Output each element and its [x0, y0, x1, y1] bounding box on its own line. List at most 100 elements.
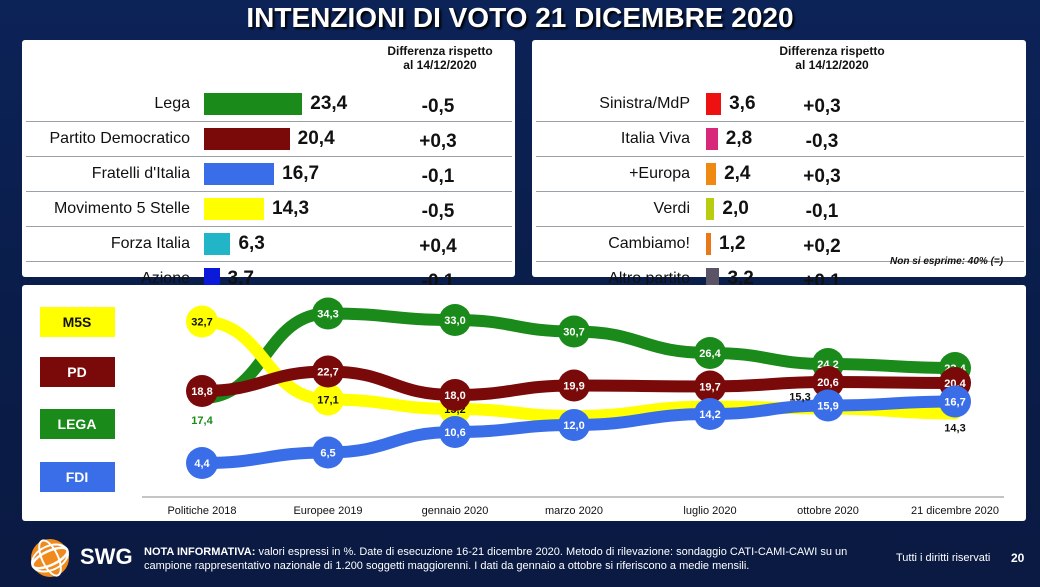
diff-header-line1: Differenza rispetto: [387, 44, 493, 58]
trend-chart: Politiche 2018 Europee 2019 gennaio 2020 ma…: [40, 297, 1004, 517]
row-separator: [536, 191, 1024, 192]
non-si-esprime-note: Non si esprime: 40% (=): [890, 256, 1004, 267]
party-name: Azione: [141, 270, 190, 287]
party-bar: [706, 128, 718, 150]
legend-lega: LEGA: [40, 409, 115, 439]
party-diff: +0,3: [419, 131, 457, 152]
row-separator: [536, 156, 1024, 157]
data-label: 18,8: [191, 386, 212, 398]
party-bar: [706, 93, 722, 115]
data-label: 14,2: [699, 409, 720, 421]
row-separator: [536, 261, 1024, 262]
party-name: Lega: [154, 95, 190, 112]
diff-header-line2: al 14/12/2020: [403, 58, 477, 72]
data-point-pd: [558, 369, 590, 402]
party-name: Cambiamo!: [608, 235, 690, 252]
data-point-fdi: [439, 416, 471, 448]
party-bar: [706, 268, 720, 290]
data-label: 32,7: [191, 317, 212, 329]
party-bar: [706, 233, 712, 255]
footer-note: NOTA INFORMATIVA: valori espressi in %. …: [144, 545, 884, 573]
x-tick-label: marzo 2020: [545, 505, 603, 517]
data-point-pd: [812, 366, 844, 398]
data-point-m5s: [312, 383, 344, 416]
legend-label: FDI: [66, 469, 89, 485]
party-row: Movimento 5 Stelle 14,3 -0,5: [22, 192, 515, 226]
data-point-fdi: [312, 436, 344, 469]
party-bar: [204, 268, 220, 290]
party-name: Movimento 5 Stelle: [53, 200, 190, 217]
minor-parties-panel: Differenza rispetto al 14/12/2020 Sinist…: [532, 40, 1026, 292]
data-point-fdi: [812, 389, 844, 422]
party-value: 20,4: [297, 128, 335, 149]
party-diff: -0,5: [421, 201, 455, 222]
data-label: 14,3: [944, 423, 965, 435]
x-tick-label: gennaio 2020: [422, 505, 489, 517]
row-separator: [26, 156, 512, 157]
data-label: 15,9: [817, 401, 838, 413]
party-diff: -0,1: [805, 201, 839, 222]
legend-swatch: [40, 462, 115, 492]
data-label: 34,3: [317, 309, 338, 321]
data-label: 15,3: [789, 392, 810, 404]
data-point-pd: [312, 355, 344, 388]
party-row: Forza Italia 6,3 +0,4: [22, 227, 515, 261]
party-value: 14,3: [272, 198, 310, 219]
x-tick-label: ottobre 2020: [797, 505, 859, 517]
row-separator: [536, 121, 1024, 122]
party-value: 3,6: [729, 93, 756, 114]
legend-label: PD: [67, 364, 86, 380]
party-value: 3,2: [727, 268, 754, 289]
party-row: Fratelli d'Italia 16,7 -0,1: [22, 157, 515, 191]
party-value: 3,7: [227, 268, 254, 289]
party-bar: [706, 163, 717, 185]
page-title: INTENZIONI DI VOTO 21 DICEMBRE 2020: [246, 2, 794, 33]
diff-header: Differenza rispetto al 14/12/2020: [762, 44, 902, 72]
party-row: Partito Democratico 20,4 +0,3: [22, 122, 515, 156]
swg-globe-icon: [26, 534, 74, 587]
party-value: 2,4: [724, 163, 751, 184]
diff-header-line1: Differenza rispetto: [779, 44, 885, 58]
data-point-lega: [558, 315, 590, 348]
data-label: 6,5: [320, 448, 335, 460]
party-row: Lega 23,4 -0,5: [22, 87, 515, 121]
legend-label: M5S: [63, 314, 92, 330]
data-point-m5s: [186, 305, 218, 338]
party-diff: -0,3: [805, 131, 839, 152]
party-name: Partito Democratico: [49, 130, 191, 147]
x-tick-label: Europee 2019: [293, 505, 362, 517]
party-bar: [204, 128, 290, 150]
data-point-lega: [694, 337, 726, 369]
trend-chart-panel: Politiche 2018 Europee 2019 gennaio 2020 ma…: [22, 285, 1026, 521]
data-label: 16,7: [944, 397, 965, 409]
party-row: Azione 3,7 -0,1: [22, 262, 515, 296]
party-name: Italia Viva: [620, 130, 690, 147]
x-tick-label: 21 dicembre 2020: [911, 505, 999, 517]
data-label: 20,6: [817, 377, 838, 389]
row-separator: [26, 191, 512, 192]
row-separator: [26, 261, 512, 262]
row-separator: [26, 226, 512, 227]
party-name: Forza Italia: [110, 235, 190, 252]
data-label: 10,6: [444, 427, 465, 439]
x-tick-label: luglio 2020: [683, 505, 736, 517]
data-label: 18,0: [444, 390, 465, 402]
party-bar: [204, 93, 303, 115]
legend-fdi: FDI: [40, 462, 115, 492]
data-point-lega: [439, 304, 471, 336]
rights-text: Tutti i diritti riservati: [896, 552, 991, 564]
party-value: 2,0: [722, 198, 749, 219]
party-row: Italia Viva 2,8 -0,3: [532, 122, 1026, 156]
party-bar: [706, 198, 715, 220]
party-value: 2,8: [725, 128, 753, 149]
data-point-lega: [312, 297, 344, 330]
party-row: Cambiamo! 1,2 +0,2: [532, 227, 1026, 261]
data-point-pd: [694, 370, 726, 403]
party-diff: +0,3: [803, 96, 841, 117]
party-value: 23,4: [310, 93, 348, 114]
row-separator: [26, 121, 512, 122]
data-point-fdi: [694, 398, 726, 430]
swg-logo-text: SWG: [80, 544, 133, 569]
party-diff: +0,3: [803, 166, 841, 187]
data-label: 4,4: [194, 458, 210, 470]
